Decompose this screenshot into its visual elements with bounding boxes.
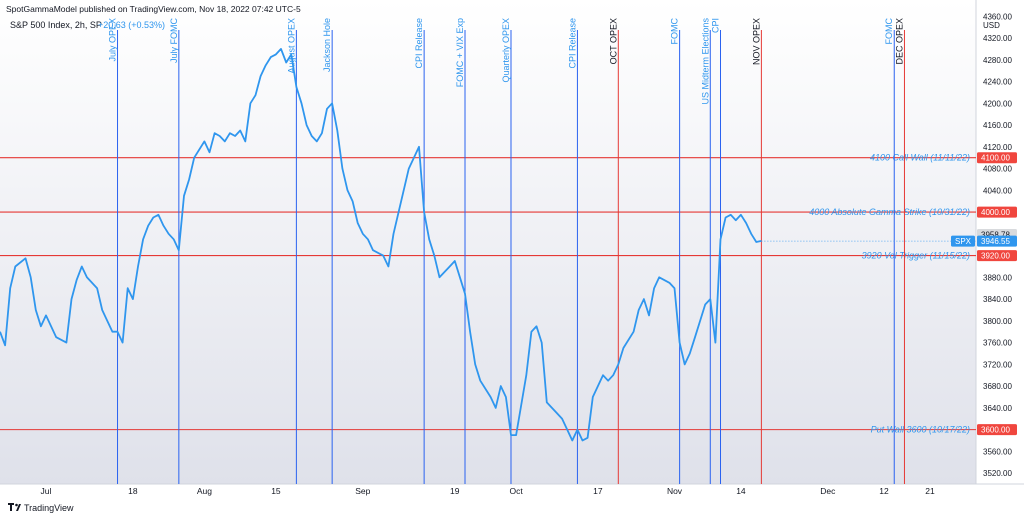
y-tick-label: 3520.00 [983, 469, 1012, 478]
symbol-tag [951, 235, 975, 247]
x-tick-label: 21 [925, 486, 935, 496]
level-badge [977, 152, 1017, 164]
level-badge-text: 3920.00 [981, 252, 1010, 261]
event-marker-label: July FOMC [169, 17, 179, 63]
footer-brand: TradingView [24, 503, 74, 513]
level-label: 3920 Vol Trigger (11/15/22) [862, 251, 970, 261]
x-tick-label: Aug [197, 486, 212, 496]
x-tick-label: 19 [450, 486, 460, 496]
event-marker-label: FOMC + VIX Exp [455, 18, 465, 87]
prev-close-badge-text: 3958.78 [981, 231, 1010, 240]
y-tick-label: 3640.00 [983, 404, 1012, 413]
event-marker-label: CPI Release [567, 18, 577, 69]
y-tick-label: 3560.00 [983, 447, 1012, 456]
x-tick-label: Jul [41, 486, 52, 496]
level-label: 4100 Call Wall (11/11/22) [870, 153, 970, 163]
x-tick-label: 18 [128, 486, 138, 496]
event-marker-label: Quarterly OPEX [501, 18, 511, 83]
level-label: 4000 Absolute Gamma Strike (10/31/22) [809, 207, 970, 217]
x-tick-label: 14 [736, 486, 746, 496]
change-value: +20.63 (+0.53%) [98, 20, 165, 30]
event-marker-label: August OPEX [286, 18, 296, 74]
level-badge-text: 4000.00 [981, 208, 1010, 217]
event-marker-label: NOV OPEX [751, 18, 761, 65]
last-price-badge-text: 3946.55 [981, 237, 1010, 246]
y-tick-label: 4240.00 [983, 78, 1012, 87]
level-badge-text: 3600.00 [981, 426, 1010, 435]
event-marker-label: DEC OPEX [894, 18, 904, 65]
x-tick-label: 12 [879, 486, 889, 496]
y-tick-label: 3800.00 [983, 317, 1012, 326]
level-badge [977, 206, 1017, 218]
y-tick-label: 3720.00 [983, 360, 1012, 369]
y-tick-label: 4160.00 [983, 121, 1012, 130]
price-axis-unit: USD [983, 21, 1000, 30]
symbol-tag-text: SPX [955, 237, 972, 246]
event-marker-label: Jackson Hole [322, 18, 332, 72]
x-tick-label: Oct [509, 486, 523, 496]
publisher-line: SpotGammaModel published on TradingView.… [6, 4, 301, 14]
price-series-line [0, 48, 762, 442]
tradingview-logo [8, 503, 21, 511]
y-tick-label: 3760.00 [983, 339, 1012, 348]
event-marker-label: CPI Release [414, 18, 424, 69]
y-tick-label: 4360.00 [983, 12, 1012, 21]
last-price-badge [977, 235, 1017, 247]
x-tick-label: Sep [355, 486, 370, 496]
y-tick-label: 3680.00 [983, 382, 1012, 391]
level-badge [977, 424, 1017, 436]
horizontal-levels: 4100 Call Wall (11/11/22) 4000 Absolute G… [0, 153, 976, 435]
x-tick-label: 15 [271, 486, 281, 496]
event-marker-label: OCT OPEX [608, 18, 618, 64]
symbol-title: S&P 500 Index, 2h, SP [10, 20, 102, 30]
x-tick-label: Dec [820, 486, 836, 496]
x-tick-label: 17 [593, 486, 603, 496]
event-marker-label: FOMC [884, 18, 894, 45]
y-tick-label: 4040.00 [983, 186, 1012, 195]
plot-background [0, 0, 976, 484]
y-tick-label: 3840.00 [983, 295, 1012, 304]
y-tick-label: 4320.00 [983, 34, 1012, 43]
level-badge-text: 4100.00 [981, 154, 1010, 163]
event-marker-label: US Midterm Elections [700, 18, 710, 105]
level-badge [977, 250, 1017, 262]
price-badges: 3958.78 4100.00 4000.00 3920.00 3600.00 SPX 39… [761, 152, 1017, 436]
event-marker-label: July OPEX [108, 18, 118, 62]
y-tick-label: 4200.00 [983, 99, 1012, 108]
event-marker-label: CPI [711, 18, 721, 33]
level-label: Put Wall 3600 (10/17/22) [871, 425, 970, 435]
y-tick-label: 4080.00 [983, 165, 1012, 174]
y-tick-label: 4280.00 [983, 56, 1012, 65]
y-tick-label: 4120.00 [983, 143, 1012, 152]
y-tick-label: 3880.00 [983, 273, 1012, 282]
event-marker-label: FOMC [670, 18, 680, 45]
event-markers: July OPEX July FOMC August OPEX Jackson Hol… [108, 17, 905, 484]
x-tick-label: Nov [667, 486, 683, 496]
time-axis-labels: Jul 18 Aug 15 Sep 19 Oct 17 Nov 14 Dec 12 21 [41, 486, 935, 496]
